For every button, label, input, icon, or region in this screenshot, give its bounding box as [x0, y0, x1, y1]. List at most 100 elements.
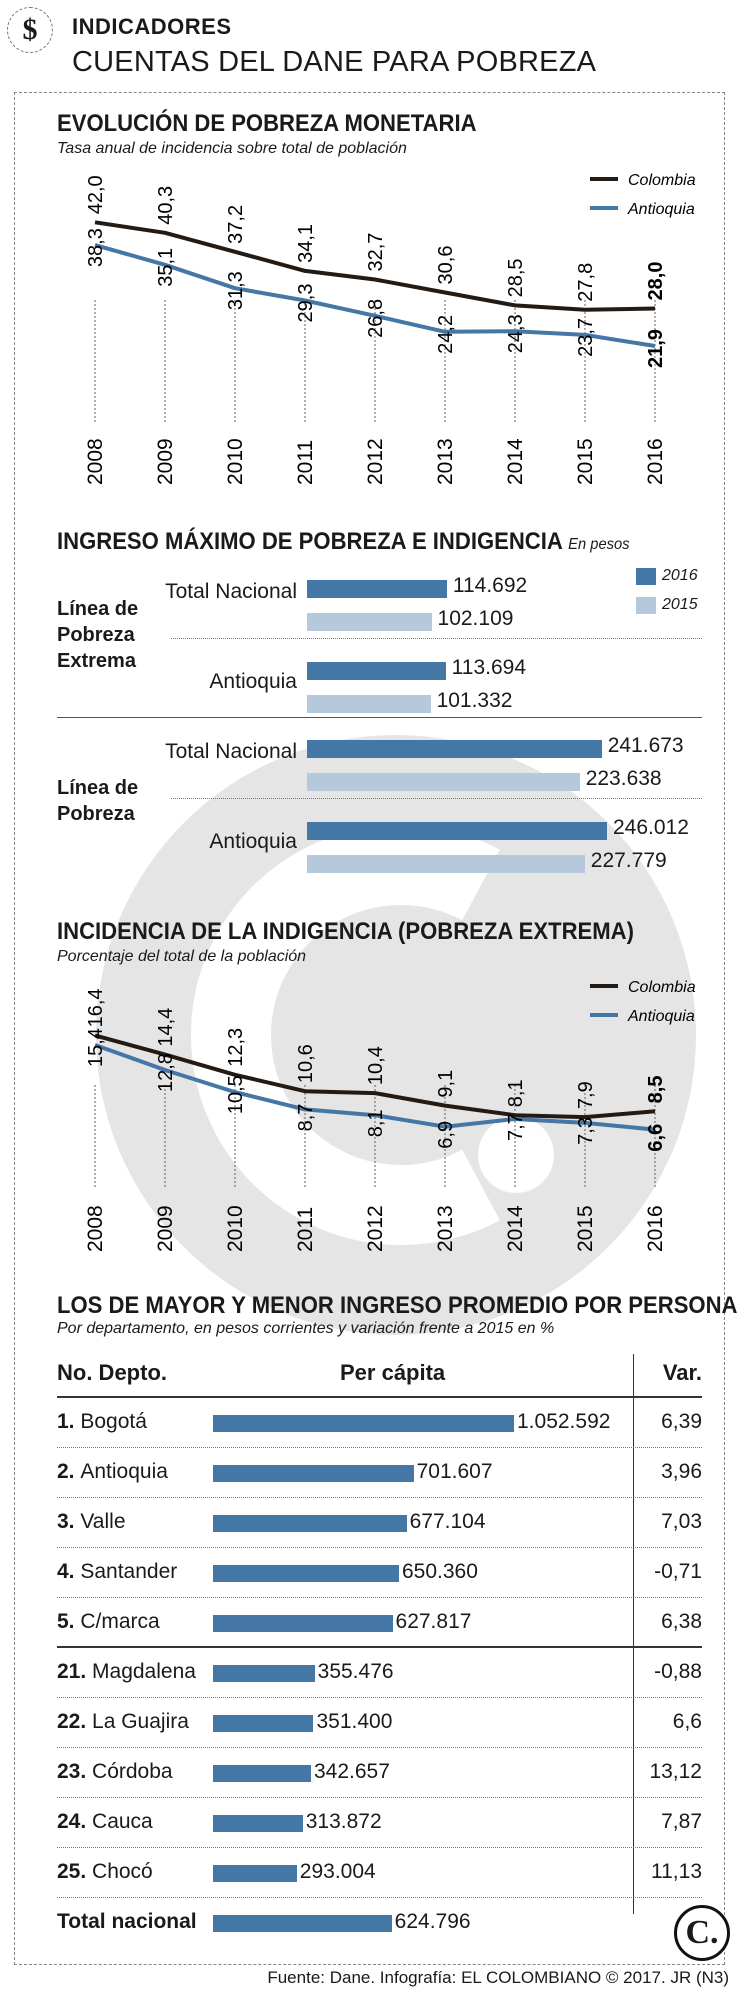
- row-per-capita: 650.360: [401, 1560, 478, 1583]
- row-bar: [213, 1615, 393, 1632]
- category-label-1-1: Antioquia: [209, 830, 297, 853]
- row-per-capita: 342.657: [313, 1760, 390, 1783]
- poverty-antioquia-label-2013: 24,2: [435, 315, 457, 354]
- row-separator: [57, 1797, 702, 1798]
- row-department: 24. Cauca: [57, 1810, 153, 1834]
- row-name: Santander: [80, 1560, 178, 1583]
- row-per-capita: 627.817: [395, 1610, 472, 1633]
- poverty-year-2008: 2008: [84, 438, 107, 485]
- indigence-year-2008: 2008: [84, 1205, 107, 1252]
- indigence-year-2010: 2010: [224, 1205, 247, 1252]
- row-department: 4. Santander: [57, 1560, 177, 1584]
- poverty-year-2012: 2012: [364, 438, 387, 485]
- row-bar: [213, 1815, 303, 1832]
- poverty-colombia-label-2009: 40,3: [155, 186, 177, 225]
- row-name: Antioquia: [80, 1460, 168, 1483]
- row-variation: 6,38: [661, 1610, 702, 1633]
- row-variation: -0,88: [654, 1660, 702, 1683]
- poverty-antioquia-label-2009: 35,1: [155, 248, 177, 287]
- bar-0-1-2016: [307, 662, 446, 680]
- legend-label-2016: 2016: [662, 567, 698, 584]
- income-bar-chart: Línea de Pobreza Extrema Total Nacional 11…: [0, 560, 751, 880]
- row-per-capita: 624.796: [394, 1910, 471, 1933]
- row-bar: [213, 1465, 414, 1482]
- kicker: INDICADORES: [72, 14, 232, 39]
- row-name: Total nacional: [57, 1910, 197, 1933]
- row-department: 23. Córdoba: [57, 1760, 173, 1784]
- row-separator: [57, 1747, 702, 1748]
- row-separator: [57, 1597, 702, 1598]
- row-per-capita: 677.104: [409, 1510, 486, 1533]
- row-department: 5. C/marca: [57, 1610, 160, 1634]
- indigence-year-2012: 2012: [364, 1205, 387, 1252]
- row-per-capita: 355.476: [317, 1660, 394, 1683]
- bar-value-0-0-2016: 114.692: [452, 574, 528, 597]
- indigence-colombia-label-2014: 8,1: [505, 1079, 527, 1107]
- table-row: 4. Santander 650.360 -0,71: [57, 1548, 702, 1598]
- legend-swatch-2016: [636, 568, 656, 585]
- el-colombiano-logo: C.: [674, 1905, 730, 1961]
- indigence-antioquia-label-2010: 10,5: [225, 1075, 247, 1114]
- income-chart-title: INGRESO MÁXIMO DE POBREZA E INDIGENCIA E…: [57, 528, 630, 555]
- income-table-title: LOS DE MAYOR Y MENOR INGRESO PROMEDIO PO…: [57, 1292, 738, 1319]
- bar-value-0-0-2015: 102.109: [437, 607, 514, 630]
- row-variation: 7,87: [661, 1810, 702, 1833]
- row-separator: [57, 1646, 702, 1648]
- table-row: 23. Córdoba 342.657 13,12: [57, 1748, 702, 1798]
- bar-value-1-1-2015: 227.779: [590, 849, 667, 872]
- indigence-colombia-line: [94, 1033, 656, 1120]
- row-variation: -0,71: [654, 1560, 702, 1583]
- row-department: 25. Chocó: [57, 1860, 153, 1884]
- poverty-year-2014: 2014: [504, 438, 527, 485]
- indigence-antioquia-label-2013: 6,9: [435, 1121, 457, 1149]
- row-rank: 24.: [57, 1810, 93, 1833]
- row-name: Bogotá: [80, 1410, 147, 1433]
- table-row: 5. C/marca 627.817 6,38: [57, 1598, 702, 1648]
- infographic-frame: [14, 92, 725, 1965]
- bar-value-1-1-2016: 246.012: [613, 816, 689, 839]
- indigence-antioquia-label-2011: 8,7: [295, 1104, 317, 1132]
- poverty-chart-title: EVOLUCIÓN DE POBREZA MONETARIA: [57, 110, 477, 137]
- bar-1-1-2016: [307, 822, 607, 840]
- indigence-colombia-label-2009: 14,4: [155, 1008, 177, 1047]
- row-bar: [213, 1715, 314, 1732]
- table-row: 3. Valle 677.104 7,03: [57, 1498, 702, 1548]
- row-department: Total nacional: [57, 1910, 197, 1934]
- dollar-sign-icon: $: [7, 7, 53, 53]
- row-rank: 25.: [57, 1860, 93, 1883]
- table-header-rule: [57, 1396, 702, 1398]
- row-name: C/marca: [80, 1610, 160, 1633]
- row-variation: 3,96: [661, 1460, 702, 1483]
- table-row: Total nacional 624.796: [57, 1898, 702, 1948]
- row-separator: [57, 1697, 702, 1698]
- group-divider: [57, 717, 702, 718]
- indigence-colombia-label-2012: 10,4: [365, 1046, 387, 1085]
- bar-0-0-2016: [307, 580, 447, 598]
- table-row: 22. La Guajira 351.400 6,6: [57, 1698, 702, 1748]
- row-bar: [213, 1865, 297, 1882]
- column-header-depto: No. Depto.: [57, 1360, 167, 1385]
- poverty-antioquia-label-2011: 29,3: [295, 284, 317, 323]
- row-per-capita: 1.052.592: [517, 1410, 611, 1433]
- row-separator: [57, 1547, 702, 1548]
- table-row: 2. Antioquia 701.607 3,96: [57, 1448, 702, 1498]
- table-row: 24. Cauca 313.872 7,87: [57, 1798, 702, 1848]
- indigence-year-2011: 2011: [294, 1207, 317, 1252]
- row-name: Chocó: [92, 1860, 153, 1883]
- row-separator: [57, 1497, 702, 1498]
- indigence-line-chart: 2008 2009 2010 2011 2012 2013 2014 2015 2016 16,4…: [84, 979, 696, 1252]
- row-separator: [57, 1447, 702, 1448]
- income-chart-unit: En pesos: [568, 536, 630, 553]
- indigence-antioquia-label-2008: 15,4: [85, 1028, 107, 1067]
- indigence-colombia-label-2013: 9,1: [435, 1070, 457, 1098]
- poverty-antioquia-label-2010: 31,3: [225, 271, 247, 310]
- category-label-0-1: Antioquia: [209, 670, 297, 693]
- var-column-divider: [633, 1354, 634, 1914]
- indigence-colombia-label-2016: 8,5: [645, 1076, 667, 1104]
- indigence-year-2015: 2015: [574, 1205, 597, 1252]
- poverty-antioquia-label-2012: 26,8: [365, 299, 387, 338]
- row-bar: [213, 1665, 315, 1682]
- category-label-1-0: Total Nacional: [165, 740, 297, 763]
- indigence-year-2014: 2014: [504, 1205, 527, 1252]
- row-rank: 23.: [57, 1760, 93, 1783]
